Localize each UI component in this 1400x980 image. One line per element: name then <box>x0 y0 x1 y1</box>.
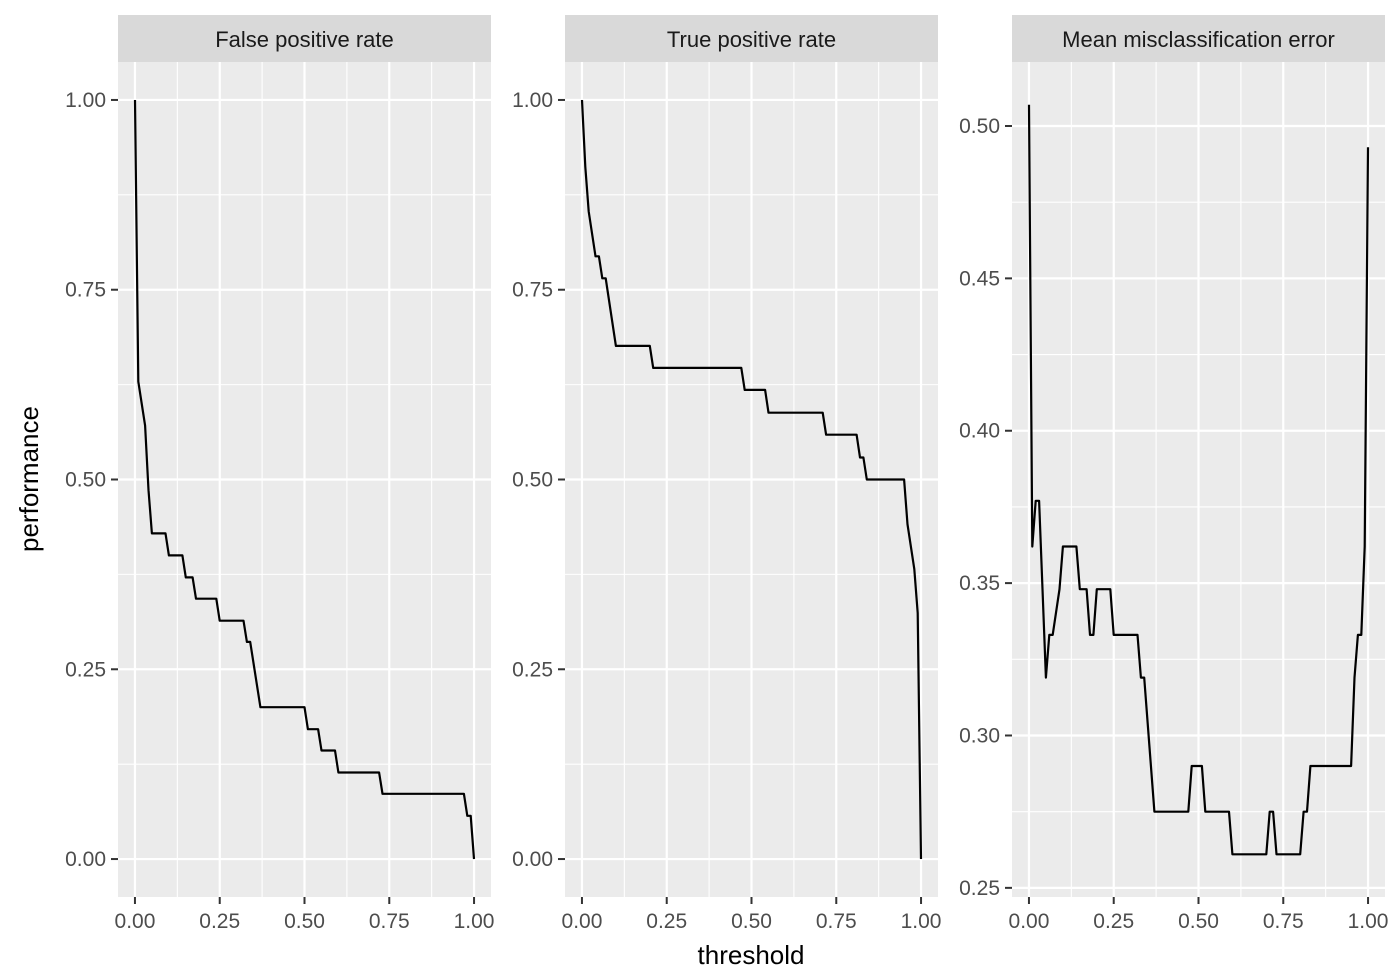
x-tick-label: 0.25 <box>1093 910 1134 933</box>
x-tick-label: 1.00 <box>454 910 495 933</box>
facet-strip <box>118 15 491 62</box>
y-tick-label: 0.75 <box>512 279 553 302</box>
facet-panel: False positive rate 0.00 0.25 0.50 0.75 1.00 0… <box>65 15 494 933</box>
y-tick-label: 0.25 <box>512 658 553 681</box>
facet-title: Mean misclassification error <box>1062 27 1335 52</box>
facet-strip <box>1012 15 1385 62</box>
x-tick-label: 1.00 <box>901 910 942 933</box>
y-tick-label: 1.00 <box>65 89 106 112</box>
series-line <box>1027 104 1370 856</box>
y-tick-label: 0.00 <box>65 848 106 871</box>
facet-title: False positive rate <box>215 27 394 52</box>
y-tick-label: 0.35 <box>959 572 1000 595</box>
y-tick-label: 1.00 <box>512 89 553 112</box>
x-tick-label: 0.75 <box>1263 910 1304 933</box>
x-tick-label: 0.00 <box>562 910 603 933</box>
y-axis-title: performance <box>14 406 44 552</box>
x-axis-title: threshold <box>698 940 805 970</box>
facet-strip <box>565 15 938 62</box>
x-tick-label: 0.25 <box>646 910 687 933</box>
x-tick-label: 0.25 <box>199 910 240 933</box>
facet-panel: True positive rate 0.00 0.25 0.50 0.75 1.00 0.… <box>512 15 941 933</box>
series-line <box>580 99 923 860</box>
y-tick-label: 0.45 <box>959 267 1000 290</box>
y-tick-label: 0.50 <box>512 469 553 492</box>
x-tick-label: 0.50 <box>284 910 325 933</box>
y-tick-label: 0.25 <box>65 658 106 681</box>
x-tick-label: 0.50 <box>1178 910 1219 933</box>
x-tick-label: 0.75 <box>369 910 410 933</box>
y-tick-label: 0.50 <box>65 469 106 492</box>
x-tick-label: 1.00 <box>1348 910 1389 933</box>
x-tick-label: 0.75 <box>816 910 857 933</box>
y-tick-label: 0.00 <box>512 848 553 871</box>
y-tick-label: 0.75 <box>65 279 106 302</box>
facet-title: True positive rate <box>667 27 836 52</box>
y-tick-label: 0.40 <box>959 420 1000 443</box>
x-tick-label: 0.00 <box>1009 910 1050 933</box>
x-tick-label: 0.50 <box>731 910 772 933</box>
y-tick-label: 0.50 <box>959 115 1000 138</box>
x-tick-label: 0.00 <box>115 910 156 933</box>
facet-panel: Mean misclassification error 0.00 0.25 0.50… <box>959 15 1388 933</box>
panels: False positive rate 0.00 0.25 0.50 0.75 1.00 0… <box>65 15 1388 933</box>
series-line <box>133 99 476 860</box>
y-tick-label: 0.30 <box>959 724 1000 747</box>
y-tick-label: 0.25 <box>959 877 1000 900</box>
